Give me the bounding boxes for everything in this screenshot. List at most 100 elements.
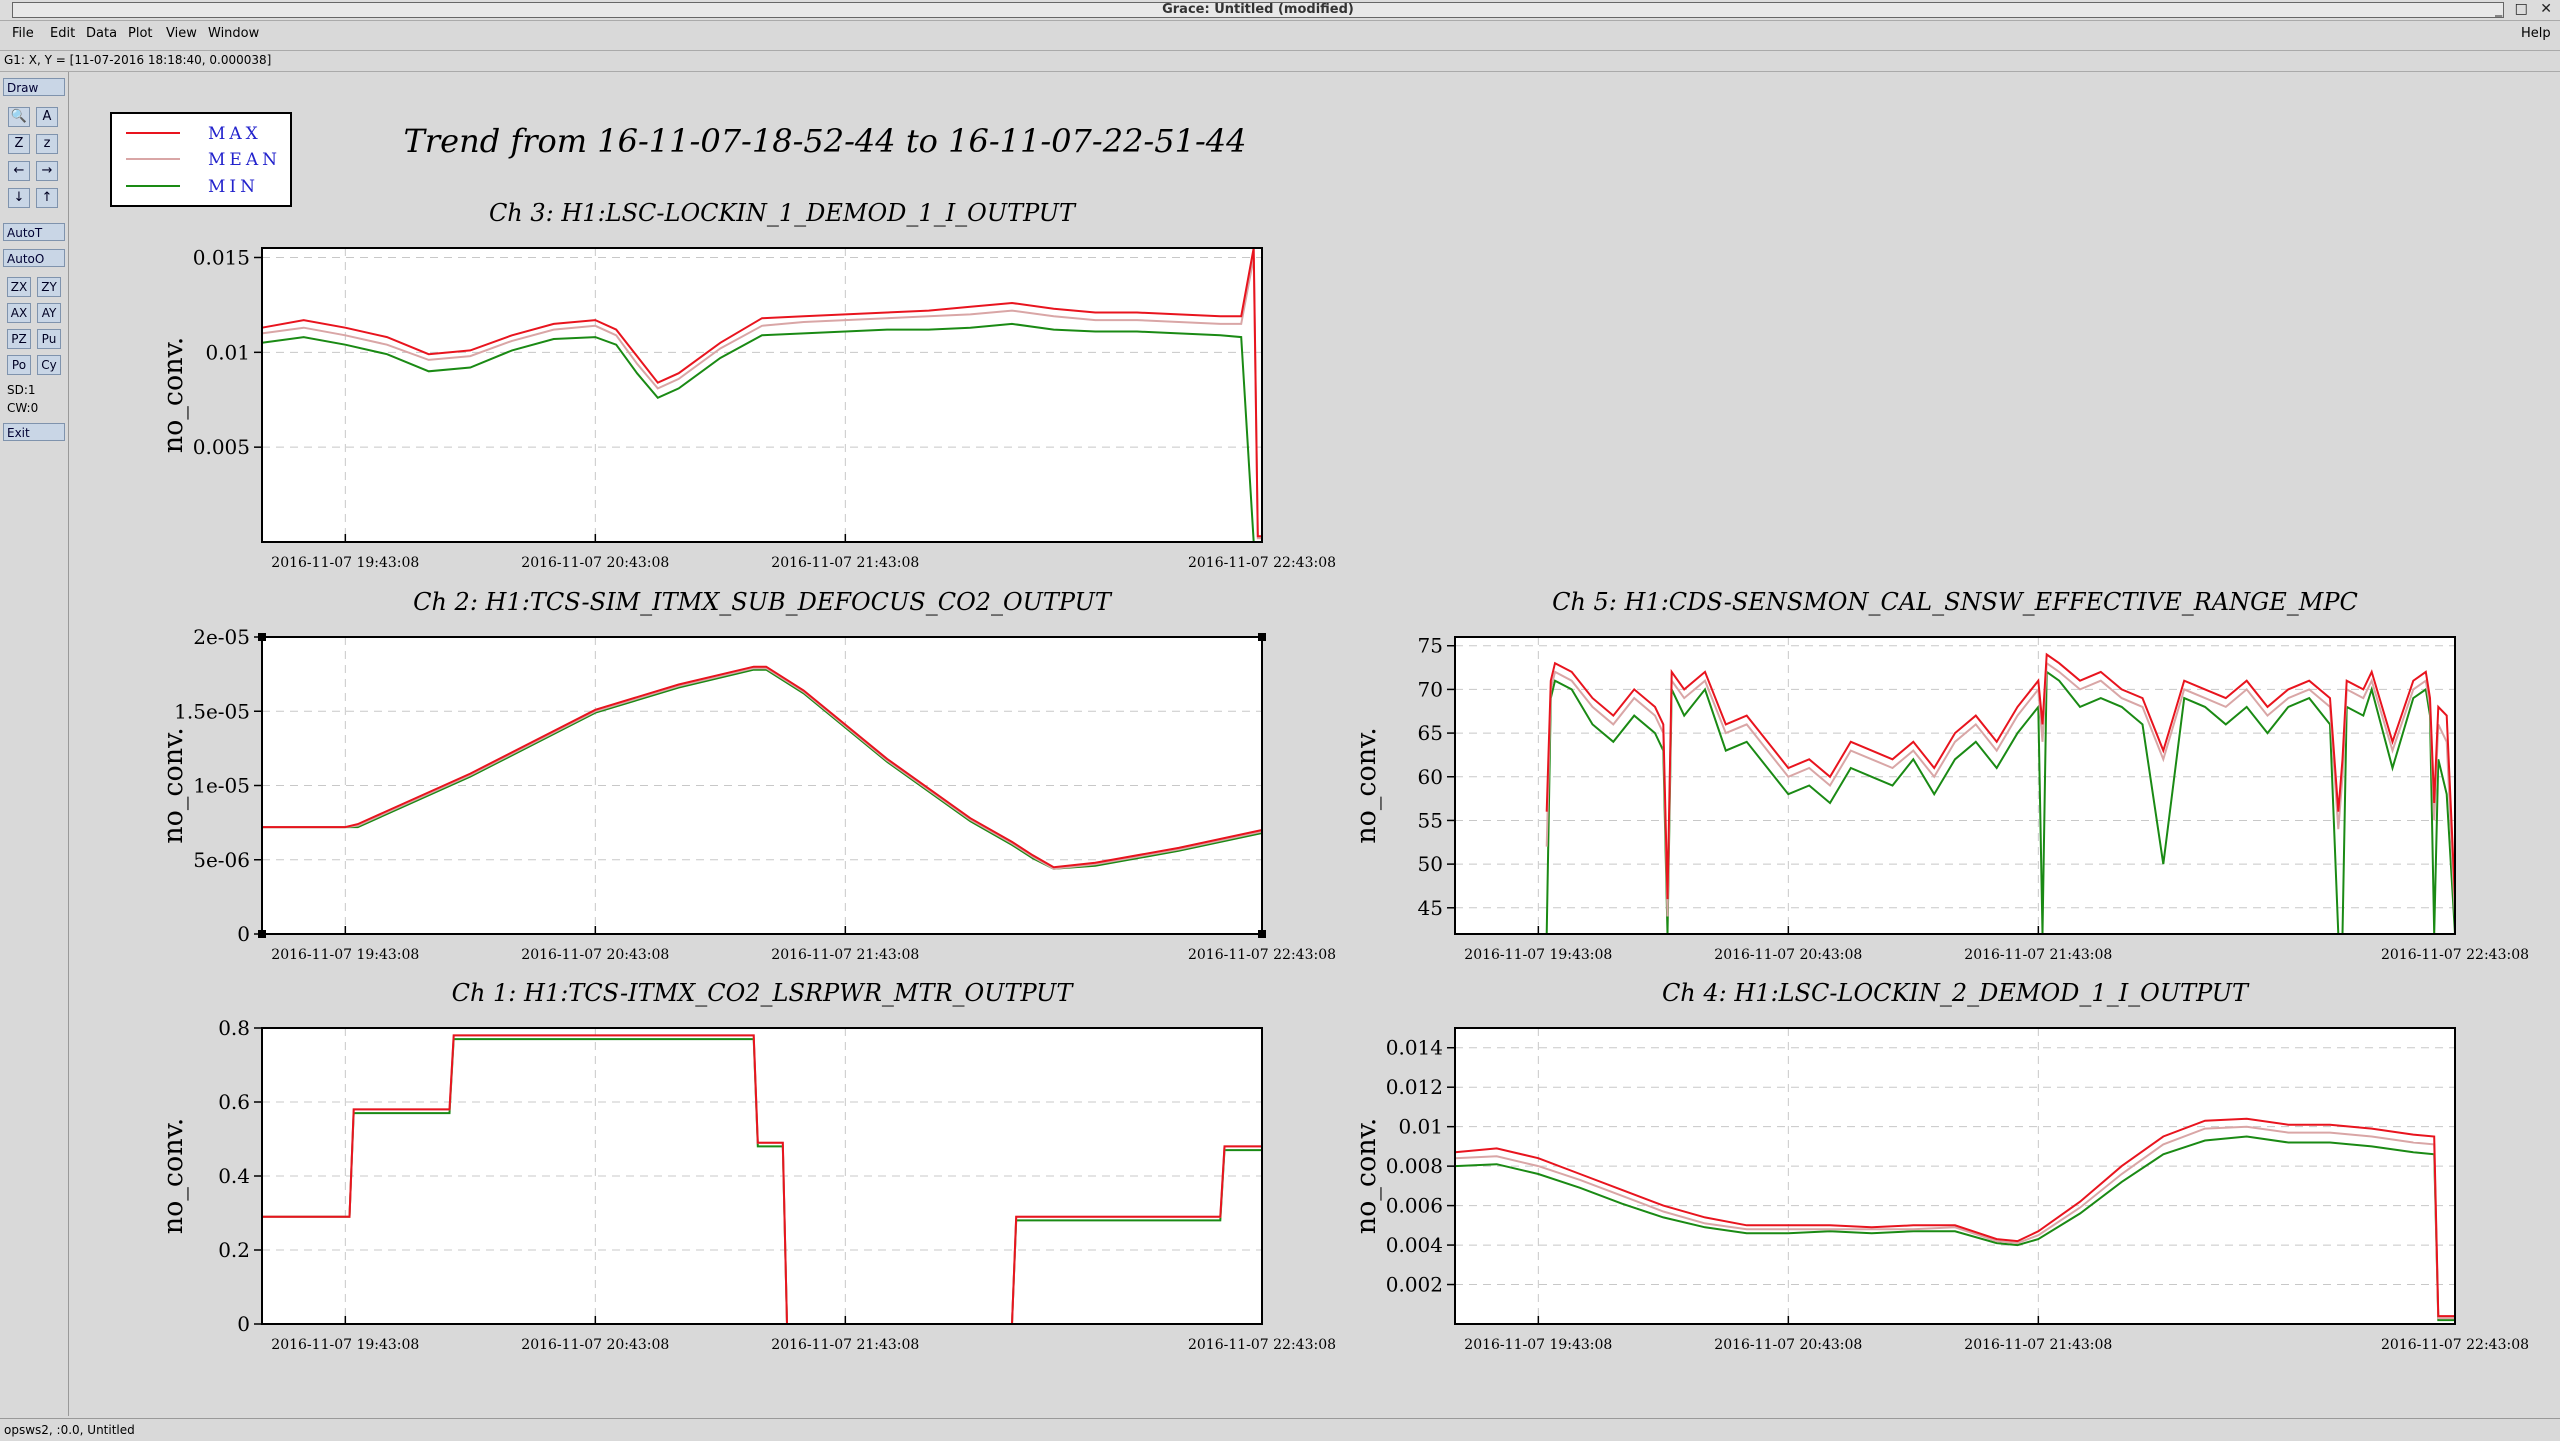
locator-readout: G1: X, Y = [11-07-2016 18:18:40, 0.00003… — [4, 53, 272, 67]
chart-4[interactable]: 0.8 0.6 0.4 0.2 0 2016-11-07 19:43:08 2016-11-… — [158, 979, 1336, 1353]
x-tick-label: 2016-11-07 19:43:08 — [271, 555, 419, 571]
window-titlebar: Grace: Untitled (modified) _ □ ✕ — [0, 0, 2560, 21]
autoscale-y-button[interactable]: AY — [37, 303, 61, 323]
series-line-min — [1454, 1135, 2455, 1322]
autotick-button[interactable]: AutoT — [3, 223, 65, 241]
push-button[interactable]: Pu — [37, 329, 61, 349]
x-tick-label: 2016-11-07 22:43:08 — [1188, 555, 1336, 571]
scroll-left-icon[interactable]: ← — [8, 161, 30, 181]
menu-view[interactable]: View — [166, 26, 197, 41]
pan-zoom-button[interactable]: PZ — [7, 329, 31, 349]
page-title-group: Trend from 16-11-07-18-52-44 to 16-11-07… — [404, 122, 1247, 160]
legend-label-max: MAX — [208, 124, 262, 144]
series-line-mean — [261, 257, 1262, 540]
selection-handle[interactable] — [1258, 930, 1266, 938]
series-line-mean — [262, 667, 1263, 870]
menu-edit[interactable]: Edit — [50, 26, 76, 41]
menu-help[interactable]: Help — [2521, 26, 2551, 41]
zoom-x-button[interactable]: ZX — [7, 277, 31, 297]
x-tick-label: 2016-11-07 20:43:08 — [1714, 947, 1862, 963]
menu-plot[interactable]: Plot — [128, 26, 153, 41]
scroll-up-icon[interactable]: ↑ — [36, 188, 58, 208]
window-controls[interactable]: _ □ ✕ — [2495, 1, 2556, 17]
chart-title: Ch 3: H1:LSC-LOCKIN_1_DEMOD_1_I_OUTPUT — [489, 199, 1077, 227]
tool-panel: Draw 🔍 A Z z ← → ↓ ↑ AutoT AutoO ZX ZY A… — [0, 72, 69, 1416]
y-tick-label: 1e-05 — [193, 774, 250, 798]
x-tick-label: 2016-11-07 20:43:08 — [1714, 1337, 1862, 1353]
plot-area — [1455, 1028, 2455, 1324]
y-tick-label: 0 — [237, 1312, 250, 1336]
y-tick-label: 2e-05 — [193, 625, 250, 649]
exit-button[interactable]: Exit — [3, 423, 65, 441]
pop-button[interactable]: Po — [7, 355, 31, 375]
y-tick-label: 0.01 — [1398, 1115, 1443, 1139]
chart-title: Ch 5: H1:CDS-SENSMON_CAL_SNSW_EFFECTIVE_… — [1552, 588, 2358, 616]
y-tick-label: 0.8 — [218, 1016, 250, 1040]
y-tick-label: 0.6 — [218, 1090, 250, 1114]
y-tick-label: 0.005 — [193, 435, 250, 459]
y-tick-label: 0.004 — [1386, 1233, 1443, 1257]
x-tick-label: 2016-11-07 19:43:08 — [1464, 947, 1612, 963]
menu-data[interactable]: Data — [86, 26, 118, 41]
zoom-icon[interactable]: 🔍 — [8, 107, 30, 127]
series-line-max — [1545, 652, 2456, 900]
y-tick-label: 0.2 — [218, 1238, 250, 1262]
graph-canvas[interactable]: Trend from 16-11-07-18-52-44 to 16-11-07… — [70, 72, 2560, 1416]
plot-area — [1455, 637, 2455, 934]
y-tick-label: 45 — [1418, 896, 1443, 920]
menu-file[interactable]: File — [12, 26, 34, 41]
menu-window[interactable]: Window — [208, 26, 260, 41]
y-tick-label: 60 — [1418, 765, 1443, 789]
page-title: Trend from 16-11-07-18-52-44 to 16-11-07… — [404, 122, 1247, 160]
selection-handle[interactable] — [258, 633, 266, 641]
series-line-min — [262, 1038, 1262, 1325]
y-tick-label: 0.012 — [1386, 1075, 1443, 1099]
zoom-in-icon[interactable]: Z — [8, 134, 30, 154]
plot-frame — [261, 247, 1263, 543]
x-tick-label: 2016-11-07 22:43:08 — [1188, 1337, 1336, 1353]
selection-handle[interactable] — [258, 930, 266, 938]
x-tick-label: 2016-11-07 22:43:08 — [1188, 947, 1336, 963]
scroll-down-icon[interactable]: ↓ — [8, 188, 30, 208]
plot-area — [262, 248, 1262, 542]
locator-bar: G1: X, Y = [11-07-2016 18:18:40, 0.00003… — [0, 50, 2560, 72]
window-title: Grace: Untitled (modified) — [12, 2, 2504, 18]
series-line-mean — [1454, 1125, 2455, 1320]
plot-frame — [1454, 1027, 2456, 1325]
y-tick-label: 0.014 — [1386, 1036, 1443, 1060]
x-tick-label: 2016-11-07 19:43:08 — [1464, 1337, 1612, 1353]
x-tick-label: 2016-11-07 22:43:08 — [2381, 1337, 2529, 1353]
y-tick-label: 55 — [1418, 808, 1443, 832]
zoom-y-button[interactable]: ZY — [37, 277, 61, 297]
x-tick-label: 2016-11-07 21:43:08 — [1964, 1337, 2112, 1353]
y-tick-label: 0.4 — [218, 1164, 250, 1188]
y-tick-label: 50 — [1418, 852, 1443, 876]
y-tick-label: 0.015 — [193, 245, 250, 269]
status-text: opsws2, :0.0, Untitled — [4, 1423, 135, 1437]
y-tick-label: 0 — [237, 922, 250, 946]
plot-frame — [1454, 636, 2456, 935]
cycle-button[interactable]: Cy — [37, 355, 61, 375]
chart-2[interactable]: 2e-05 1.5e-05 1e-05 5e-06 0 2016-11-07 19:43:… — [158, 588, 1336, 963]
y-tick-label: 5e-06 — [193, 848, 250, 872]
autoscale-x-button[interactable]: AX — [7, 303, 31, 323]
chart-3[interactable]: 75 70 65 60 55 50 45 2016-11-07 19:43:08 2016-11… — [1351, 588, 2529, 963]
menu-bar: File Edit Data Plot View Window Help — [0, 22, 2560, 46]
x-tick-label: 2016-11-07 20:43:08 — [521, 1337, 669, 1353]
x-tick-label: 2016-11-07 21:43:08 — [771, 1337, 919, 1353]
autoscale-icon[interactable]: A — [36, 107, 58, 127]
series-line-min — [261, 322, 1262, 543]
selection-handle[interactable] — [1258, 633, 1266, 641]
zoom-out-icon[interactable]: z — [36, 134, 58, 154]
chart-title: Ch 1: H1:TCS-ITMX_CO2_LSRPWR_MTR_OUTPUT — [452, 979, 1075, 1007]
y-tick-label: 0.008 — [1386, 1154, 1443, 1178]
x-tick-label: 2016-11-07 21:43:08 — [771, 947, 919, 963]
chart-5[interactable]: 0.014 0.012 0.01 0.008 0.006 0.004 0.002 2016-1… — [1351, 979, 2529, 1353]
series-line-max — [1454, 1117, 2455, 1318]
draw-button[interactable]: Draw — [3, 78, 65, 96]
autoorigin-button[interactable]: AutoO — [3, 249, 65, 267]
y-axis-label: no_conv. — [158, 1118, 189, 1235]
scroll-right-icon[interactable]: → — [36, 161, 58, 181]
series-line-max — [261, 247, 1262, 538]
chart-1[interactable]: 0.015 0.01 0.005 2016-11-07 19:43:08 2016-11… — [158, 199, 1336, 571]
